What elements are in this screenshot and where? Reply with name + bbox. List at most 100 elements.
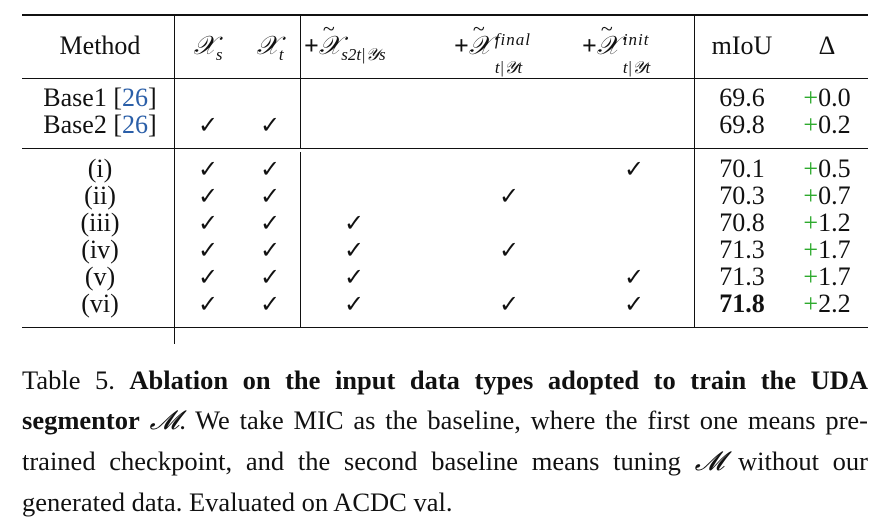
cell-c3: ✓ xyxy=(304,263,404,292)
caption-text-1: . We take MIC as the baseline, where the… xyxy=(22,405,868,476)
header-xs: 𝒳s xyxy=(180,32,236,69)
col-sep-inputs-2 xyxy=(300,152,302,327)
cell-miou: 69.6 xyxy=(702,84,782,112)
check-icon: ✓ xyxy=(343,292,365,318)
check-icon: ✓ xyxy=(197,157,219,183)
col-sep-method xyxy=(174,14,176,344)
cell-xt: ✓ xyxy=(242,111,298,140)
cell-xt: ✓ xyxy=(242,236,298,265)
citation-link[interactable]: 26 xyxy=(122,83,149,112)
miou-value: 71.3 xyxy=(719,262,765,291)
table-caption: Table 5. Ablation on the input data type… xyxy=(22,360,868,522)
check-icon: ✓ xyxy=(259,184,281,210)
header-xt: 𝒳t xyxy=(242,32,298,69)
caption-symbol-m: 𝓜 xyxy=(149,405,180,436)
cell-c4: ✓ xyxy=(454,236,564,265)
cell-miou: 70.1 xyxy=(702,155,782,183)
header-xs-symbol: 𝒳 xyxy=(193,31,216,60)
cite-open-bracket: [ xyxy=(113,110,123,139)
header-x-init-symbol: 𝒳 xyxy=(597,31,619,60)
caption-symbol-m-2: 𝓜 xyxy=(694,446,725,477)
cell-xt: ✓ xyxy=(242,209,298,238)
bottom-rule xyxy=(22,327,868,329)
delta-value: 0.7 xyxy=(818,181,851,210)
cell-c4: ✓ xyxy=(454,182,564,211)
cell-c3: ✓ xyxy=(304,290,404,319)
check-icon: ✓ xyxy=(343,211,365,237)
check-icon: ✓ xyxy=(259,265,281,291)
check-icon: ✓ xyxy=(498,238,520,264)
cell-xs: ✓ xyxy=(180,155,236,184)
col-sep-inputs xyxy=(300,14,302,148)
cell-xs: ✓ xyxy=(180,290,236,319)
cell-miou: 71.3 xyxy=(702,236,782,264)
header-x-s2t-sub: s2t|𝒴s xyxy=(341,45,386,64)
check-icon: ✓ xyxy=(197,265,219,291)
header-rule xyxy=(22,78,868,80)
cell-c3: ✓ xyxy=(304,209,404,238)
cell-delta: +0.5 xyxy=(792,155,862,183)
delta-value: 0.0 xyxy=(818,83,851,112)
check-icon: ✓ xyxy=(259,211,281,237)
header-x-final-sub: t|𝒴t xyxy=(494,58,523,77)
delta-plus-sign: + xyxy=(803,289,819,318)
delta-plus-sign: + xyxy=(803,208,819,237)
cell-miou: 70.3 xyxy=(702,182,782,210)
cell-xs: ✓ xyxy=(180,263,236,292)
delta-value: 1.2 xyxy=(818,208,851,237)
method-name: (i) xyxy=(87,154,113,183)
miou-value: 70.3 xyxy=(719,181,765,210)
cell-c5: ✓ xyxy=(582,290,686,319)
cell-delta: +1.2 xyxy=(792,209,862,237)
check-icon: ✓ xyxy=(259,157,281,183)
check-icon: ✓ xyxy=(259,113,281,139)
caption-title: Ablation on the input data types adopted… xyxy=(22,365,868,435)
citation-link[interactable]: 26 xyxy=(122,110,149,139)
check-icon: ✓ xyxy=(197,113,219,139)
method-name: (iii) xyxy=(80,208,120,237)
cell-xt: ✓ xyxy=(242,263,298,292)
miou-value: 69.6 xyxy=(719,83,765,112)
cell-miou: 69.8 xyxy=(702,111,782,139)
miou-value: 70.8 xyxy=(719,208,765,237)
cell-method: (vi) xyxy=(30,290,170,318)
delta-plus-sign: + xyxy=(803,83,819,112)
cell-delta: +0.2 xyxy=(792,111,862,139)
cell-method: Base2 [26] xyxy=(30,111,170,139)
miou-value: 71.8 xyxy=(719,289,765,318)
miou-value: 71.3 xyxy=(719,235,765,264)
delta-plus-sign: + xyxy=(803,110,819,139)
check-icon: ✓ xyxy=(623,157,645,183)
cell-method: (v) xyxy=(30,263,170,291)
cell-c3: ✓ xyxy=(304,236,404,265)
header-x-s2t-plus: + xyxy=(304,31,319,60)
check-icon: ✓ xyxy=(197,238,219,264)
delta-plus-sign: + xyxy=(803,235,819,264)
method-name: (ii) xyxy=(84,181,116,210)
method-name: Base2 xyxy=(43,110,114,139)
miou-value: 69.8 xyxy=(719,110,765,139)
header-delta: Δ xyxy=(818,31,836,60)
cell-xs: ✓ xyxy=(180,209,236,238)
check-icon: ✓ xyxy=(259,238,281,264)
header-x-init-sub: t|𝒴t xyxy=(622,58,651,77)
cell-method: (iii) xyxy=(30,209,170,237)
header-x-init-plus: + xyxy=(582,31,597,60)
cell-xt: ✓ xyxy=(242,182,298,211)
cell-xs: ✓ xyxy=(180,236,236,265)
delta-value: 1.7 xyxy=(818,262,851,291)
header-x-init-sup: init xyxy=(622,30,650,49)
check-icon: ✓ xyxy=(197,184,219,210)
cell-xt: ✓ xyxy=(242,155,298,184)
cell-xt: ✓ xyxy=(242,290,298,319)
cell-c5: ✓ xyxy=(582,263,686,292)
check-icon: ✓ xyxy=(197,211,219,237)
delta-plus-sign: + xyxy=(803,154,819,183)
header-xs-sub: s xyxy=(215,45,223,64)
cell-c4: ✓ xyxy=(454,290,564,319)
method-name: Base1 xyxy=(43,83,114,112)
cell-xs: ✓ xyxy=(180,111,236,140)
